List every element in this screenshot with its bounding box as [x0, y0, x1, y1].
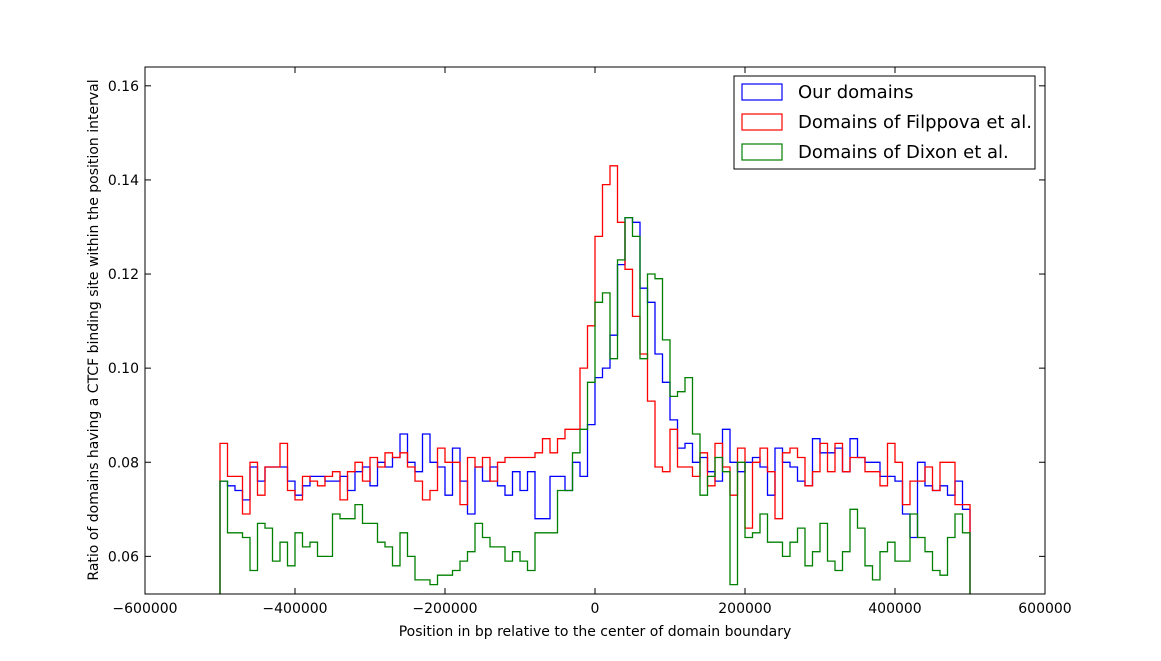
legend-label-dixon: Domains of Dixon et al.: [798, 142, 1009, 163]
x-tick-label: 600000: [1018, 601, 1071, 617]
legend-label-filppova: Domains of Filppova et al.: [798, 112, 1032, 133]
x-tick-label: −600000: [112, 601, 177, 617]
x-tick-label: −400000: [262, 601, 327, 617]
series-line-2: [219, 216, 971, 594]
x-tick-label: 200000: [718, 601, 771, 617]
y-axis-label: Ratio of domains having a CTCF binding s…: [86, 79, 102, 580]
x-tick-label: 400000: [868, 601, 921, 617]
legend-swatch-filppova: [741, 113, 783, 131]
y-tick-label: 0.06: [108, 549, 139, 565]
x-tick-label: 0: [591, 601, 600, 617]
y-tick-label: 0.16: [108, 79, 139, 95]
legend-swatch-our-domains: [741, 83, 783, 101]
legend-swatch-dixon: [741, 143, 783, 161]
y-tick-label: 0.12: [108, 267, 139, 283]
x-tick-label: −200000: [412, 601, 477, 617]
series-layer: [219, 165, 971, 594]
y-tick-label: 0.10: [108, 361, 139, 377]
series-line-1: [219, 165, 971, 594]
x-axis-label: Position in bp relative to the center of…: [399, 624, 792, 640]
y-tick-label: 0.08: [108, 455, 139, 471]
legend-label-our-domains: Our domains: [798, 82, 914, 103]
legend-box: [733, 75, 1036, 170]
ticks-layer: −600000 −400000 −200000 0 200000 400000 600000…: [108, 67, 1072, 617]
y-tick-label: 0.14: [108, 173, 139, 189]
legend: Our domains Domains of Filppova et al. D…: [733, 75, 1036, 170]
